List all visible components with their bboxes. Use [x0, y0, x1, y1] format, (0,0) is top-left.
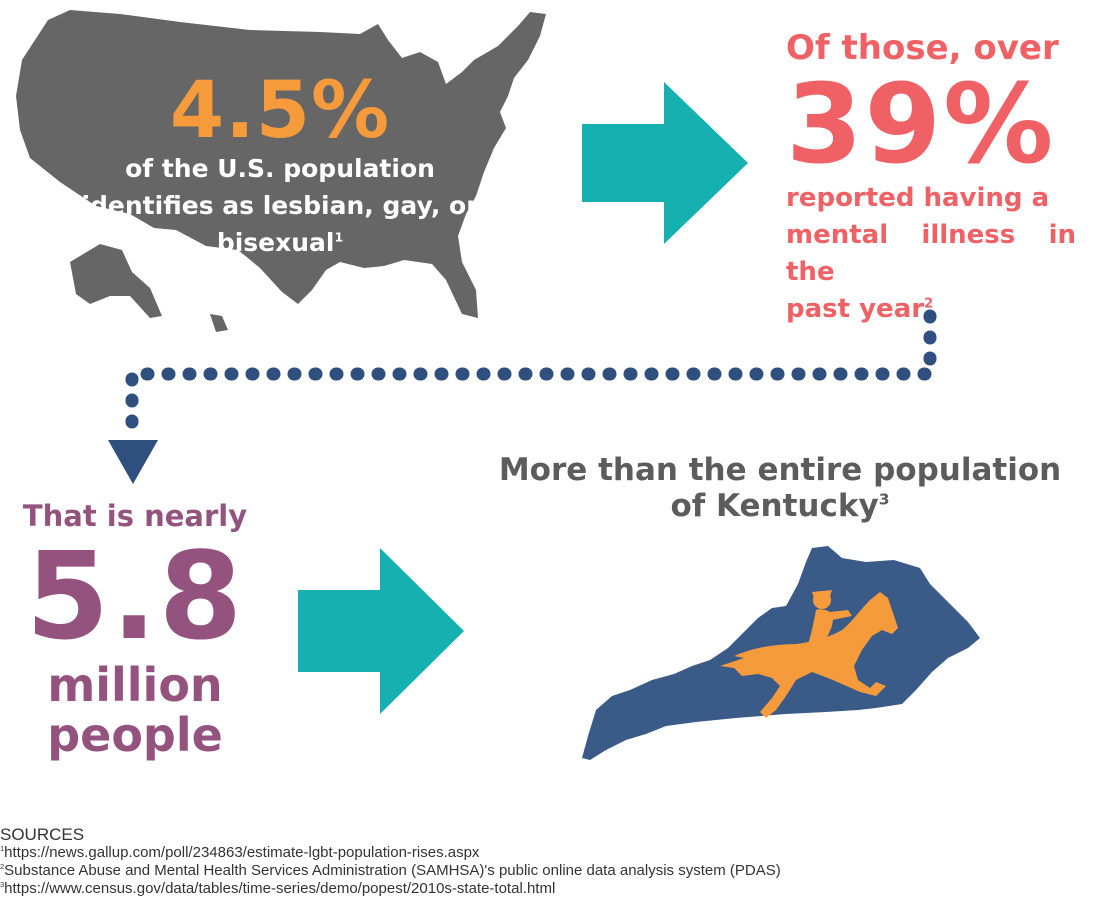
source-number: 1	[0, 844, 5, 853]
source-link[interactable]: https://www.census.gov/data/tables/time-…	[4, 880, 556, 897]
footnote-marker: 3	[878, 490, 890, 509]
ky-title-line1: More than the entire population	[498, 452, 1062, 488]
down-arrow-icon	[108, 440, 158, 484]
source-link[interactable]: https://news.gallup.com/poll/234863/esti…	[4, 844, 480, 861]
footnote-marker: 1	[334, 229, 344, 245]
mh-desc-line3: past year2	[786, 291, 1076, 328]
mh-lead: Of those, over	[786, 28, 1059, 68]
kentucky-map-icon	[582, 546, 980, 760]
horse-jockey-icon	[720, 590, 898, 718]
right-arrow-icon	[298, 548, 464, 714]
us-description: of the U.S. population identifies as les…	[60, 150, 500, 261]
us-desc-text: bisexual	[216, 228, 335, 257]
kentucky-title: More than the entire population of Kentu…	[480, 452, 1080, 524]
people-unit-line1: million	[47, 658, 223, 712]
footnote-marker: 2	[924, 296, 934, 312]
usa-map-icon	[16, 10, 546, 332]
us-desc-line3: bisexual1	[60, 224, 500, 261]
dotted-connector-icon	[108, 309, 937, 484]
mh-percent: 39%	[786, 60, 1056, 188]
ky-title-text: of Kentucky	[670, 488, 879, 524]
people-lead: That is nearly	[22, 499, 248, 533]
source-item: 1https://news.gallup.com/poll/234863/est…	[0, 844, 1090, 862]
sources-section: SOURCES 1https://news.gallup.com/poll/23…	[0, 826, 1090, 898]
source-item: 2Substance Abuse and Mental Health Servi…	[0, 862, 1090, 880]
people-unit: million people	[10, 660, 260, 760]
right-arrow-icon	[582, 82, 748, 244]
mental-health-block: Of those, over 39% reported having a men…	[786, 28, 1076, 328]
ky-title-line2: of Kentucky3	[480, 488, 1080, 524]
mh-desc-line2: mental illness in the	[786, 220, 1076, 287]
source-text: Substance Abuse and Mental Health Servic…	[4, 862, 781, 879]
us-percent: 4.5%	[169, 66, 391, 156]
sources-heading: SOURCES	[0, 825, 85, 844]
people-block: That is nearly 5.8 million people	[10, 496, 260, 760]
mh-description: reported having a mental illness in the …	[786, 180, 1076, 328]
mh-desc-line1: reported having a	[786, 183, 1050, 213]
us-desc-line1: of the U.S. population	[125, 154, 435, 183]
source-item: 3https://www.census.gov/data/tables/time…	[0, 880, 1090, 898]
us-desc-line2: identifies as lesbian, gay, or	[81, 191, 479, 220]
source-number: 2	[0, 862, 5, 871]
people-unit-line2: people	[47, 708, 223, 762]
us-stat-block: 4.5% of the U.S. population identifies a…	[60, 72, 500, 261]
source-number: 3	[0, 880, 5, 889]
people-number: 5.8	[25, 528, 245, 667]
mh-desc-text: past year	[786, 294, 925, 324]
